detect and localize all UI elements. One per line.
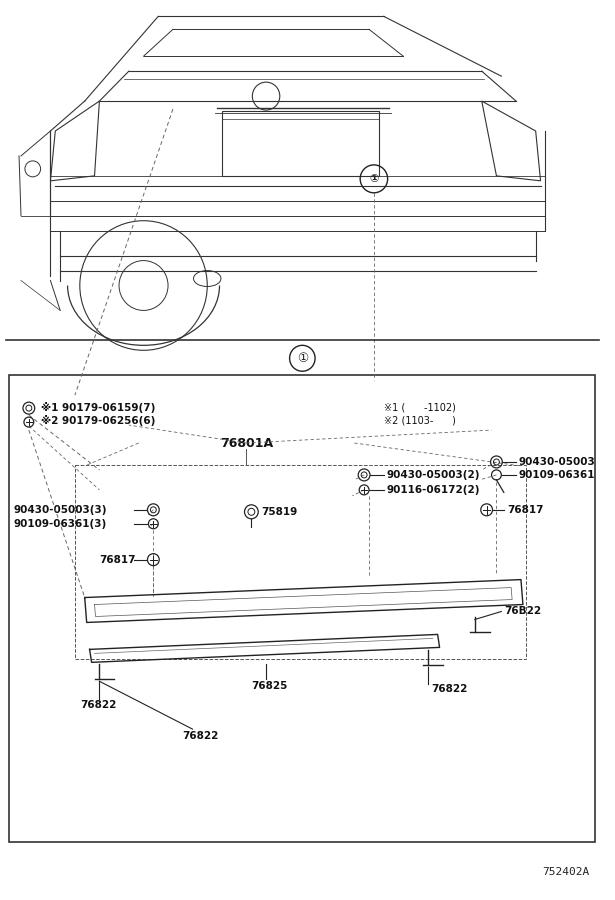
Text: ※1 (      -1102): ※1 ( -1102)	[384, 402, 456, 412]
Bar	[9, 375, 595, 842]
Bar	[222, 111, 379, 176]
Text: 76817: 76817	[507, 505, 544, 515]
Text: ※2 90179-06256(6): ※2 90179-06256(6)	[41, 415, 155, 426]
Text: 90430-05003(3): 90430-05003(3)	[13, 505, 106, 515]
Text: 76822: 76822	[183, 731, 219, 741]
Text: 752402A: 752402A	[542, 867, 590, 877]
Text: 76825: 76825	[252, 681, 288, 691]
Text: 90109-06361(3): 90109-06361(3)	[13, 518, 106, 529]
Text: 76817: 76817	[100, 554, 136, 564]
Text: 76822: 76822	[80, 700, 116, 710]
Text: 76B22: 76B22	[504, 607, 541, 616]
Text: ①: ①	[369, 174, 379, 184]
Text: 75819: 75819	[261, 507, 298, 517]
Text: 90430-05003: 90430-05003	[519, 457, 596, 467]
Text: ①: ①	[296, 352, 308, 365]
Text: 76801A: 76801A	[220, 436, 273, 449]
Bar	[75, 465, 526, 660]
Text: ※2 (1103-      ): ※2 (1103- )	[384, 415, 456, 425]
Text: 90430-05003(2): 90430-05003(2)	[387, 470, 480, 480]
Text: 90109-06361: 90109-06361	[519, 470, 595, 480]
Text: 76822: 76822	[430, 684, 467, 694]
Text: 90116-06172(2): 90116-06172(2)	[387, 485, 480, 495]
Text: ※1 90179-06159(7): ※1 90179-06159(7)	[41, 401, 155, 412]
